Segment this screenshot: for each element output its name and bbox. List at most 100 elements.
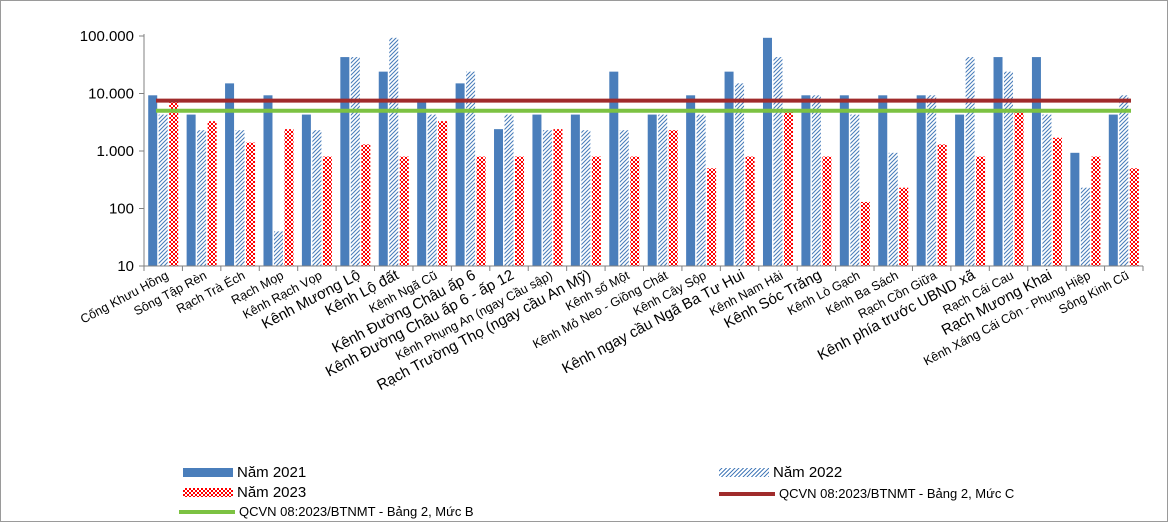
bar-năm-2023-19: [899, 187, 909, 266]
bar-năm-2021-9: [494, 129, 504, 266]
bar-năm-2021-11: [570, 114, 580, 266]
y-tick-label-1: 100: [109, 201, 134, 218]
legend-label-muc-b: QCVN 08:2023/BTNMT - Bảng 2, Mức B: [239, 504, 474, 519]
bar-năm-2022-17: [811, 95, 821, 266]
bar-năm-2023-17: [822, 156, 832, 266]
bar-năm-2022-21: [965, 57, 975, 266]
bar-năm-2021-24: [1070, 152, 1080, 266]
bar-năm-2023-1: [207, 121, 217, 266]
legend-label-muc-c: QCVN 08:2023/BTNMT - Bảng 2, Mức C: [779, 486, 1015, 501]
bar-năm-2023-10: [553, 129, 563, 266]
bar-năm-2022-16: [773, 57, 783, 266]
bar-năm-2021-0: [148, 95, 158, 266]
legend-item-muc-c: QCVN 08:2023/BTNMT - Bảng 2, Mức C: [719, 486, 1014, 501]
legend-item-2023: Năm 2023: [183, 484, 306, 501]
bar-năm-2023-24: [1091, 156, 1101, 266]
bar-năm-2021-16: [762, 37, 772, 267]
bar-năm-2021-2: [225, 83, 235, 267]
bar-năm-2022-7: [427, 114, 437, 266]
bar-năm-2022-5: [350, 57, 360, 266]
bar-năm-2021-4: [301, 114, 311, 266]
bar-năm-2023-14: [707, 168, 717, 266]
bar-năm-2021-19: [878, 95, 888, 266]
bar-năm-2021-5: [340, 57, 350, 266]
bar-năm-2023-4: [322, 156, 332, 266]
bar-năm-2023-8: [476, 156, 486, 266]
bar-năm-2022-24: [1080, 187, 1090, 266]
bar-năm-2023-2: [246, 142, 256, 266]
y-tick-label-2: 1.000: [96, 143, 134, 160]
bar-năm-2023-23: [1052, 137, 1062, 266]
bar-năm-2022-8: [466, 71, 476, 266]
bar-năm-2021-3: [263, 95, 273, 266]
bar-năm-2021-8: [455, 83, 465, 267]
legend-swatch-muc-b: [179, 510, 235, 514]
bar-năm-2021-18: [839, 95, 849, 266]
bar-năm-2022-22: [1004, 71, 1014, 266]
bar-năm-2022-10: [542, 130, 552, 266]
bar-năm-2023-25: [1129, 168, 1139, 266]
bar-năm-2022-9: [504, 114, 514, 266]
legend-item-muc-b: QCVN 08:2023/BTNMT - Bảng 2, Mức B: [179, 504, 474, 519]
legend-swatch-muc-c: [719, 492, 775, 496]
bar-năm-2021-22: [993, 57, 1003, 266]
bar-năm-2021-12: [609, 71, 619, 266]
bar-năm-2021-25: [1108, 114, 1118, 266]
bar-năm-2023-3: [284, 129, 294, 266]
bar-năm-2022-3: [273, 231, 283, 266]
bar-năm-2023-7: [438, 121, 448, 266]
bar-năm-2023-6: [399, 156, 409, 266]
bar-năm-2021-15: [724, 71, 734, 266]
legend-label-2022: Năm 2022: [773, 464, 843, 481]
bar-năm-2021-6: [378, 71, 388, 266]
y-tick-label-0: 10: [117, 258, 134, 275]
bar-năm-2021-21: [955, 114, 965, 266]
bar-năm-2021-14: [686, 95, 696, 266]
bar-năm-2023-21: [976, 156, 986, 266]
legend-swatch-2022: [719, 468, 769, 477]
bar-năm-2023-0: [169, 100, 179, 267]
bar-năm-2022-1: [197, 130, 207, 266]
bar-năm-2022-25: [1119, 95, 1129, 266]
bar-năm-2021-20: [916, 95, 926, 266]
legend-item-2022: Năm 2022: [719, 464, 842, 481]
bar-năm-2022-18: [850, 114, 860, 266]
legend-swatch-2021: [183, 468, 233, 477]
bar-năm-2023-12: [630, 156, 640, 266]
bar-năm-2023-20: [937, 144, 947, 266]
bar-năm-2023-18: [860, 201, 870, 266]
bar-năm-2023-22: [1014, 110, 1024, 266]
bar-năm-2023-5: [361, 144, 371, 266]
y-tick-label-3: 10.000: [88, 86, 134, 103]
bar-năm-2023-13: [668, 130, 678, 266]
bar-năm-2023-16: [783, 110, 793, 266]
bar-năm-2022-15: [735, 83, 745, 267]
y-tick-label-4: 100.000: [80, 28, 134, 45]
bar-năm-2023-9: [515, 156, 525, 266]
bar-năm-2022-13: [658, 114, 668, 266]
bar-năm-2022-2: [235, 130, 245, 266]
legend-label-2023: Năm 2023: [237, 484, 307, 501]
bar-năm-2021-17: [801, 95, 811, 266]
bar-năm-2022-0: [158, 114, 168, 266]
bar-năm-2022-11: [581, 130, 591, 266]
bar-năm-2022-23: [1042, 114, 1052, 266]
bar-năm-2022-4: [312, 130, 322, 266]
bar-năm-2021-7: [417, 100, 427, 267]
bar-năm-2023-15: [745, 156, 755, 266]
bar-năm-2021-23: [1031, 57, 1041, 266]
bar-năm-2021-10: [532, 114, 542, 266]
bar-năm-2022-12: [619, 130, 629, 266]
bar-năm-2022-14: [696, 114, 706, 266]
legend-swatch-2023: [183, 488, 233, 497]
bar-năm-2022-19: [888, 152, 898, 266]
bar-năm-2022-6: [389, 37, 399, 267]
bar-năm-2021-13: [647, 114, 657, 266]
legend-item-2021: Năm 2021: [183, 464, 306, 481]
legend-label-2021: Năm 2021: [237, 464, 307, 481]
bar-năm-2022-20: [927, 95, 937, 266]
bar-năm-2021-1: [186, 114, 196, 266]
bar-năm-2023-11: [591, 156, 601, 266]
